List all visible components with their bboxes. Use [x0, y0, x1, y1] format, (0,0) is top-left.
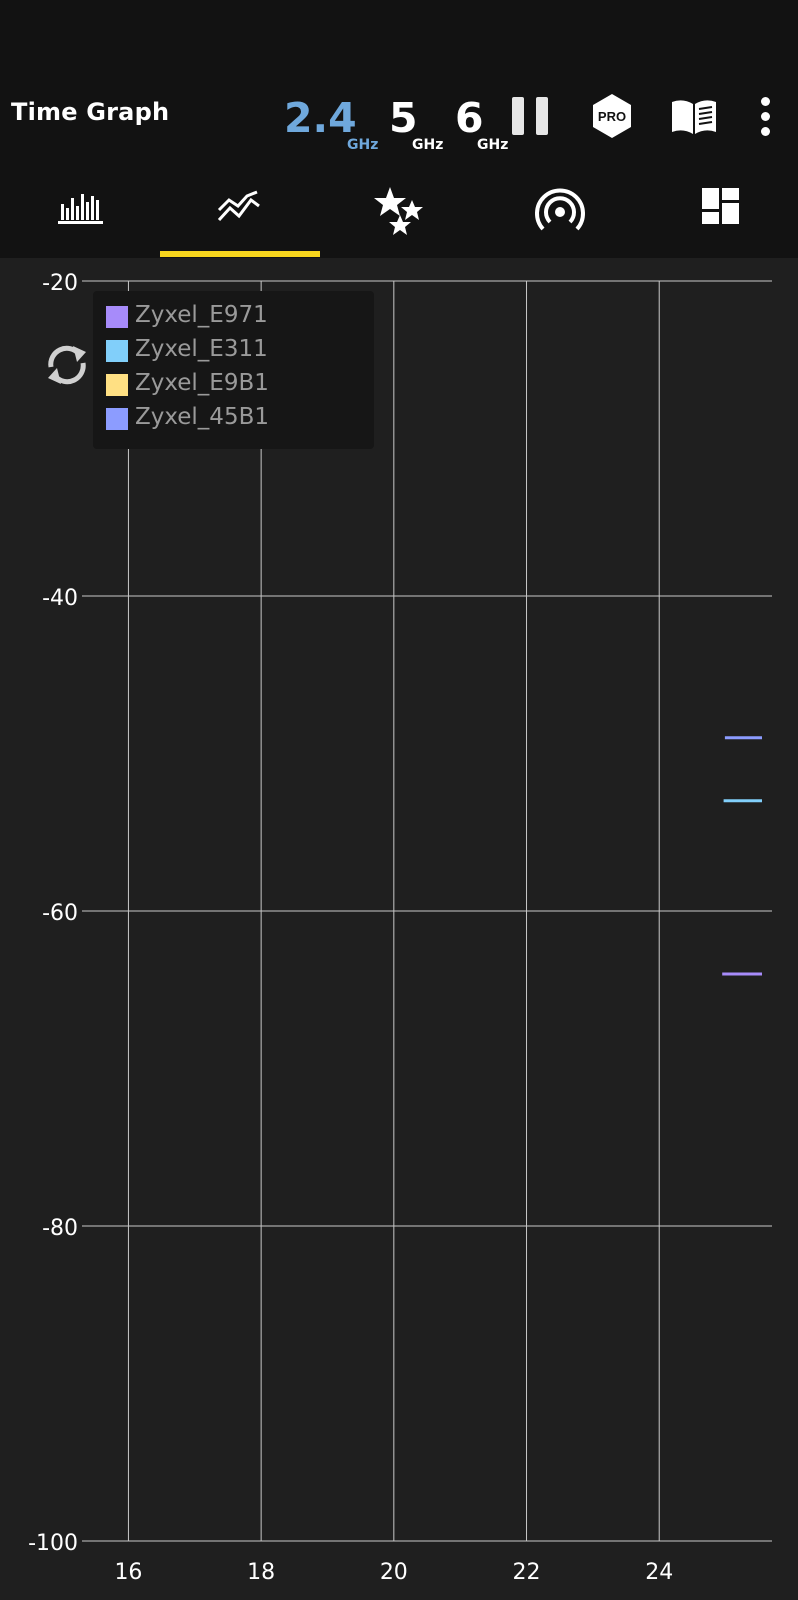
legend-label: Zyxel_45B1 [135, 404, 269, 430]
band-5ghz-button[interactable]: 5 GHz [389, 98, 443, 153]
y-axis: -20 -40 -60 -80 -100 [28, 271, 78, 1556]
x-tick-label: 20 [380, 1560, 408, 1585]
legend-swatch [106, 374, 128, 396]
band-5-unit: GHz [412, 137, 444, 153]
chart-grid [82, 280, 772, 1542]
line-chart-icon [217, 190, 260, 222]
y-tick-label: -100 [28, 1531, 78, 1556]
tab-access-points[interactable] [480, 176, 640, 258]
open-book-icon[interactable] [669, 98, 719, 136]
band-2-4-value: 2.4 [284, 94, 357, 142]
tab-time-graph[interactable] [160, 176, 320, 258]
y-tick-label: -60 [42, 901, 78, 926]
band-5-value: 5 [389, 94, 418, 142]
tab-channel-graph[interactable] [0, 176, 160, 258]
y-tick-label: -40 [42, 586, 78, 611]
wifi-signal-icon [535, 188, 585, 231]
refresh-icon[interactable] [42, 340, 92, 390]
chart-series [722, 736, 762, 976]
x-tick-label: 22 [513, 1560, 541, 1585]
bar-chart-icon [58, 194, 103, 224]
legend-swatch [106, 340, 128, 362]
legend-swatch [106, 306, 128, 328]
selected-tab-indicator [160, 251, 320, 257]
pro-badge-icon[interactable]: PRO [591, 93, 633, 139]
pro-label: PRO [598, 109, 626, 124]
x-tick-label: 18 [247, 1560, 275, 1585]
time-graph-chart: -20 -40 -60 -80 -100 16 18 20 22 24 [28, 271, 772, 1585]
dashboard-icon [702, 188, 739, 224]
x-tick-label: 24 [645, 1560, 673, 1585]
page-title: Time Graph [11, 98, 170, 126]
y-tick-label: -80 [42, 1216, 78, 1241]
stars-icon [374, 187, 423, 235]
legend-label: Zyxel_E311 [135, 336, 268, 362]
band-6-value: 6 [455, 94, 484, 142]
band-2-4ghz-button[interactable]: 2.4 GHz [284, 98, 378, 153]
band-6ghz-button[interactable]: 6 GHz [455, 98, 508, 153]
pause-icon[interactable] [511, 97, 549, 135]
more-options-icon[interactable] [755, 97, 777, 137]
app-bar: Time Graph 2.4 GHz 5 GHz 6 GHz PRO [0, 0, 798, 258]
band-2-4-unit: GHz [347, 137, 379, 153]
y-tick-label: -20 [42, 271, 78, 296]
x-tick-label: 16 [114, 1560, 142, 1585]
legend-label: Zyxel_E9B1 [135, 370, 269, 396]
legend-swatch [106, 408, 128, 430]
chart-legend: Zyxel_E971 Zyxel_E311 Zyxel_E9B1 Zyxel_4… [93, 291, 374, 449]
tab-channel-rating[interactable] [320, 176, 480, 258]
band-6-unit: GHz [477, 137, 509, 153]
legend-label: Zyxel_E971 [135, 302, 268, 328]
x-axis: 16 18 20 22 24 [114, 1560, 673, 1585]
tab-available-channels[interactable] [640, 176, 798, 258]
